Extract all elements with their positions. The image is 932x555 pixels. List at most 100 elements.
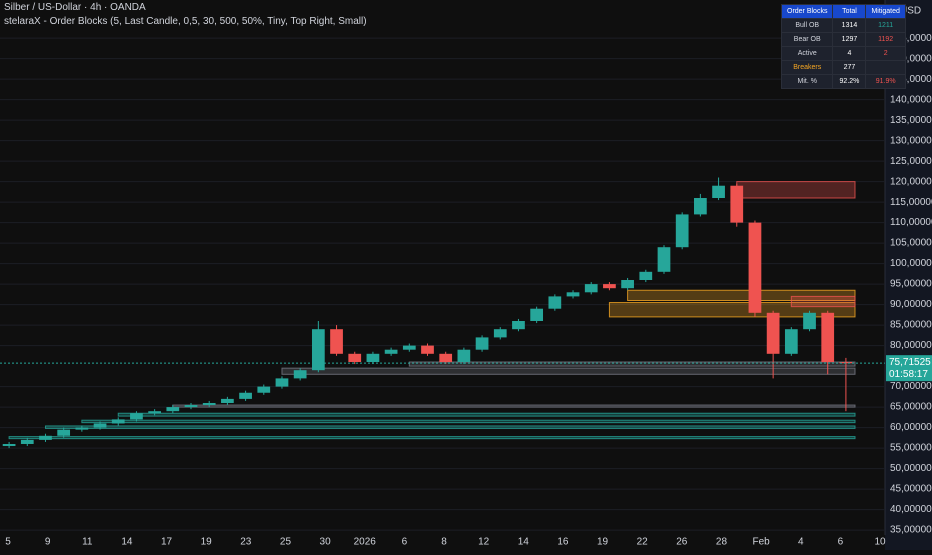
y-tick-label: 120,00000 bbox=[890, 176, 932, 187]
candle-body bbox=[166, 407, 180, 412]
table-cell: Total bbox=[832, 4, 867, 19]
candle-body bbox=[2, 443, 16, 447]
x-tick-label: 23 bbox=[240, 537, 252, 548]
order-block bbox=[408, 361, 856, 367]
y-tick-label: 115,00000 bbox=[890, 197, 932, 208]
table-row: Bear OB 1297 1192 bbox=[780, 32, 906, 47]
y-tick-label: 55,00000 bbox=[890, 443, 932, 454]
x-tick-label: 17 bbox=[161, 537, 173, 548]
candle-body bbox=[493, 329, 507, 338]
y-tick-label: 135,00000 bbox=[890, 115, 932, 126]
candle-body bbox=[402, 345, 416, 350]
y-tick-label: 95,00000 bbox=[890, 279, 932, 290]
candle-body bbox=[439, 353, 453, 362]
table-cell bbox=[865, 60, 906, 75]
y-tick-label: 150,00000 bbox=[890, 53, 932, 64]
candle-body bbox=[20, 439, 34, 444]
candle-body bbox=[821, 312, 835, 362]
candle-body bbox=[366, 353, 380, 362]
candle-body bbox=[275, 378, 289, 387]
stats-table: Order Blocks Total Mitigated Bull OB 1314 121… bbox=[780, 4, 906, 89]
candle-body bbox=[330, 329, 343, 354]
legend-indicator: stelaraX - Order Blocks (5, Last Candle,… bbox=[4, 16, 367, 27]
candle-body bbox=[548, 296, 562, 309]
order-block bbox=[736, 181, 856, 199]
y-tick-label: 155,00000 bbox=[890, 33, 932, 44]
x-tick-label: 9 bbox=[45, 537, 51, 548]
x-tick-label: Feb bbox=[752, 537, 770, 548]
candle-body bbox=[675, 214, 689, 248]
candle-body bbox=[457, 349, 471, 362]
candle-body bbox=[603, 284, 616, 289]
table-cell: 1314 bbox=[832, 18, 867, 33]
candle-body bbox=[694, 198, 707, 215]
y-tick-label: 40,00000 bbox=[890, 504, 932, 515]
table-row: Order Blocks Total Mitigated bbox=[780, 4, 906, 19]
x-tick-label: 14 bbox=[518, 537, 530, 548]
table-cell: 2 bbox=[865, 46, 906, 61]
table-cell: 1192 bbox=[865, 32, 906, 47]
candle-body bbox=[384, 349, 398, 354]
candle-body bbox=[839, 361, 853, 364]
table-row: Mit. % 92.2% 91.9% bbox=[780, 74, 906, 89]
y-tick-label: 90,00000 bbox=[890, 299, 932, 310]
table-cell: Active bbox=[780, 46, 834, 61]
x-tick-label: 6 bbox=[402, 537, 408, 548]
order-block bbox=[790, 295, 856, 308]
order-block bbox=[81, 419, 856, 424]
order-block bbox=[172, 404, 856, 408]
x-tick-label: 6 bbox=[838, 537, 844, 548]
candle-body bbox=[803, 312, 816, 330]
x-tick-label: 19 bbox=[201, 537, 213, 548]
currency[interactable]: USD bbox=[900, 6, 921, 17]
table-cell: 92.2% bbox=[832, 74, 867, 89]
candle-body bbox=[111, 419, 125, 424]
candle-body bbox=[202, 402, 216, 406]
candle-body bbox=[57, 429, 71, 436]
candle-body bbox=[566, 292, 580, 297]
table-cell: Order Blocks bbox=[780, 4, 834, 19]
countdown: 01:58:17 bbox=[889, 369, 928, 380]
x-tick-label: 8 bbox=[441, 537, 447, 548]
candle-body bbox=[584, 284, 598, 293]
y-tick-label: 110,00000 bbox=[890, 217, 932, 228]
candle-body bbox=[75, 427, 89, 430]
candle-body bbox=[293, 370, 307, 379]
price-axis-bg bbox=[885, 0, 932, 550]
order-block bbox=[8, 436, 856, 440]
y-tick-label: 60,00000 bbox=[890, 422, 932, 433]
table-cell: Bear OB bbox=[780, 32, 834, 47]
candle-body bbox=[421, 345, 434, 354]
order-block bbox=[44, 425, 856, 429]
candle-body bbox=[239, 392, 252, 399]
order-block bbox=[281, 367, 856, 375]
x-tick-label: 26 bbox=[676, 537, 688, 548]
y-tick-label: 140,00000 bbox=[890, 94, 932, 105]
y-tick-label: 65,00000 bbox=[890, 402, 932, 413]
x-tick-label: 2026 bbox=[354, 537, 377, 548]
candle-body bbox=[93, 423, 107, 428]
candle-body bbox=[39, 435, 52, 440]
table-cell: 1297 bbox=[832, 32, 867, 47]
candle-body bbox=[712, 185, 725, 199]
table-row: Breakers 277 bbox=[780, 60, 906, 75]
y-tick-label: 145,00000 bbox=[890, 74, 932, 85]
table-cell: Breakers bbox=[780, 60, 834, 75]
x-tick-label: 28 bbox=[716, 537, 728, 548]
y-tick-label: 80,00000 bbox=[890, 340, 932, 351]
candle-body bbox=[766, 312, 780, 354]
price-tag bbox=[886, 355, 932, 382]
y-tick-label: 125,00000 bbox=[890, 156, 932, 167]
last-price-label: 75,71525 bbox=[889, 357, 931, 368]
y-tick-label: 85,00000 bbox=[890, 320, 932, 331]
order-block bbox=[608, 302, 856, 318]
x-tick-label: 22 bbox=[637, 537, 649, 548]
x-tick-label: 12 bbox=[478, 537, 490, 548]
table-cell: 277 bbox=[832, 60, 867, 75]
legend-title: Silber / US-Dollar · 4h · OANDA bbox=[4, 2, 146, 13]
table-cell: Bull OB bbox=[780, 18, 834, 33]
y-tick-label: 35,00000 bbox=[890, 525, 932, 536]
x-tick-label: 30 bbox=[320, 537, 332, 548]
x-tick-label: 11 bbox=[82, 537, 93, 548]
